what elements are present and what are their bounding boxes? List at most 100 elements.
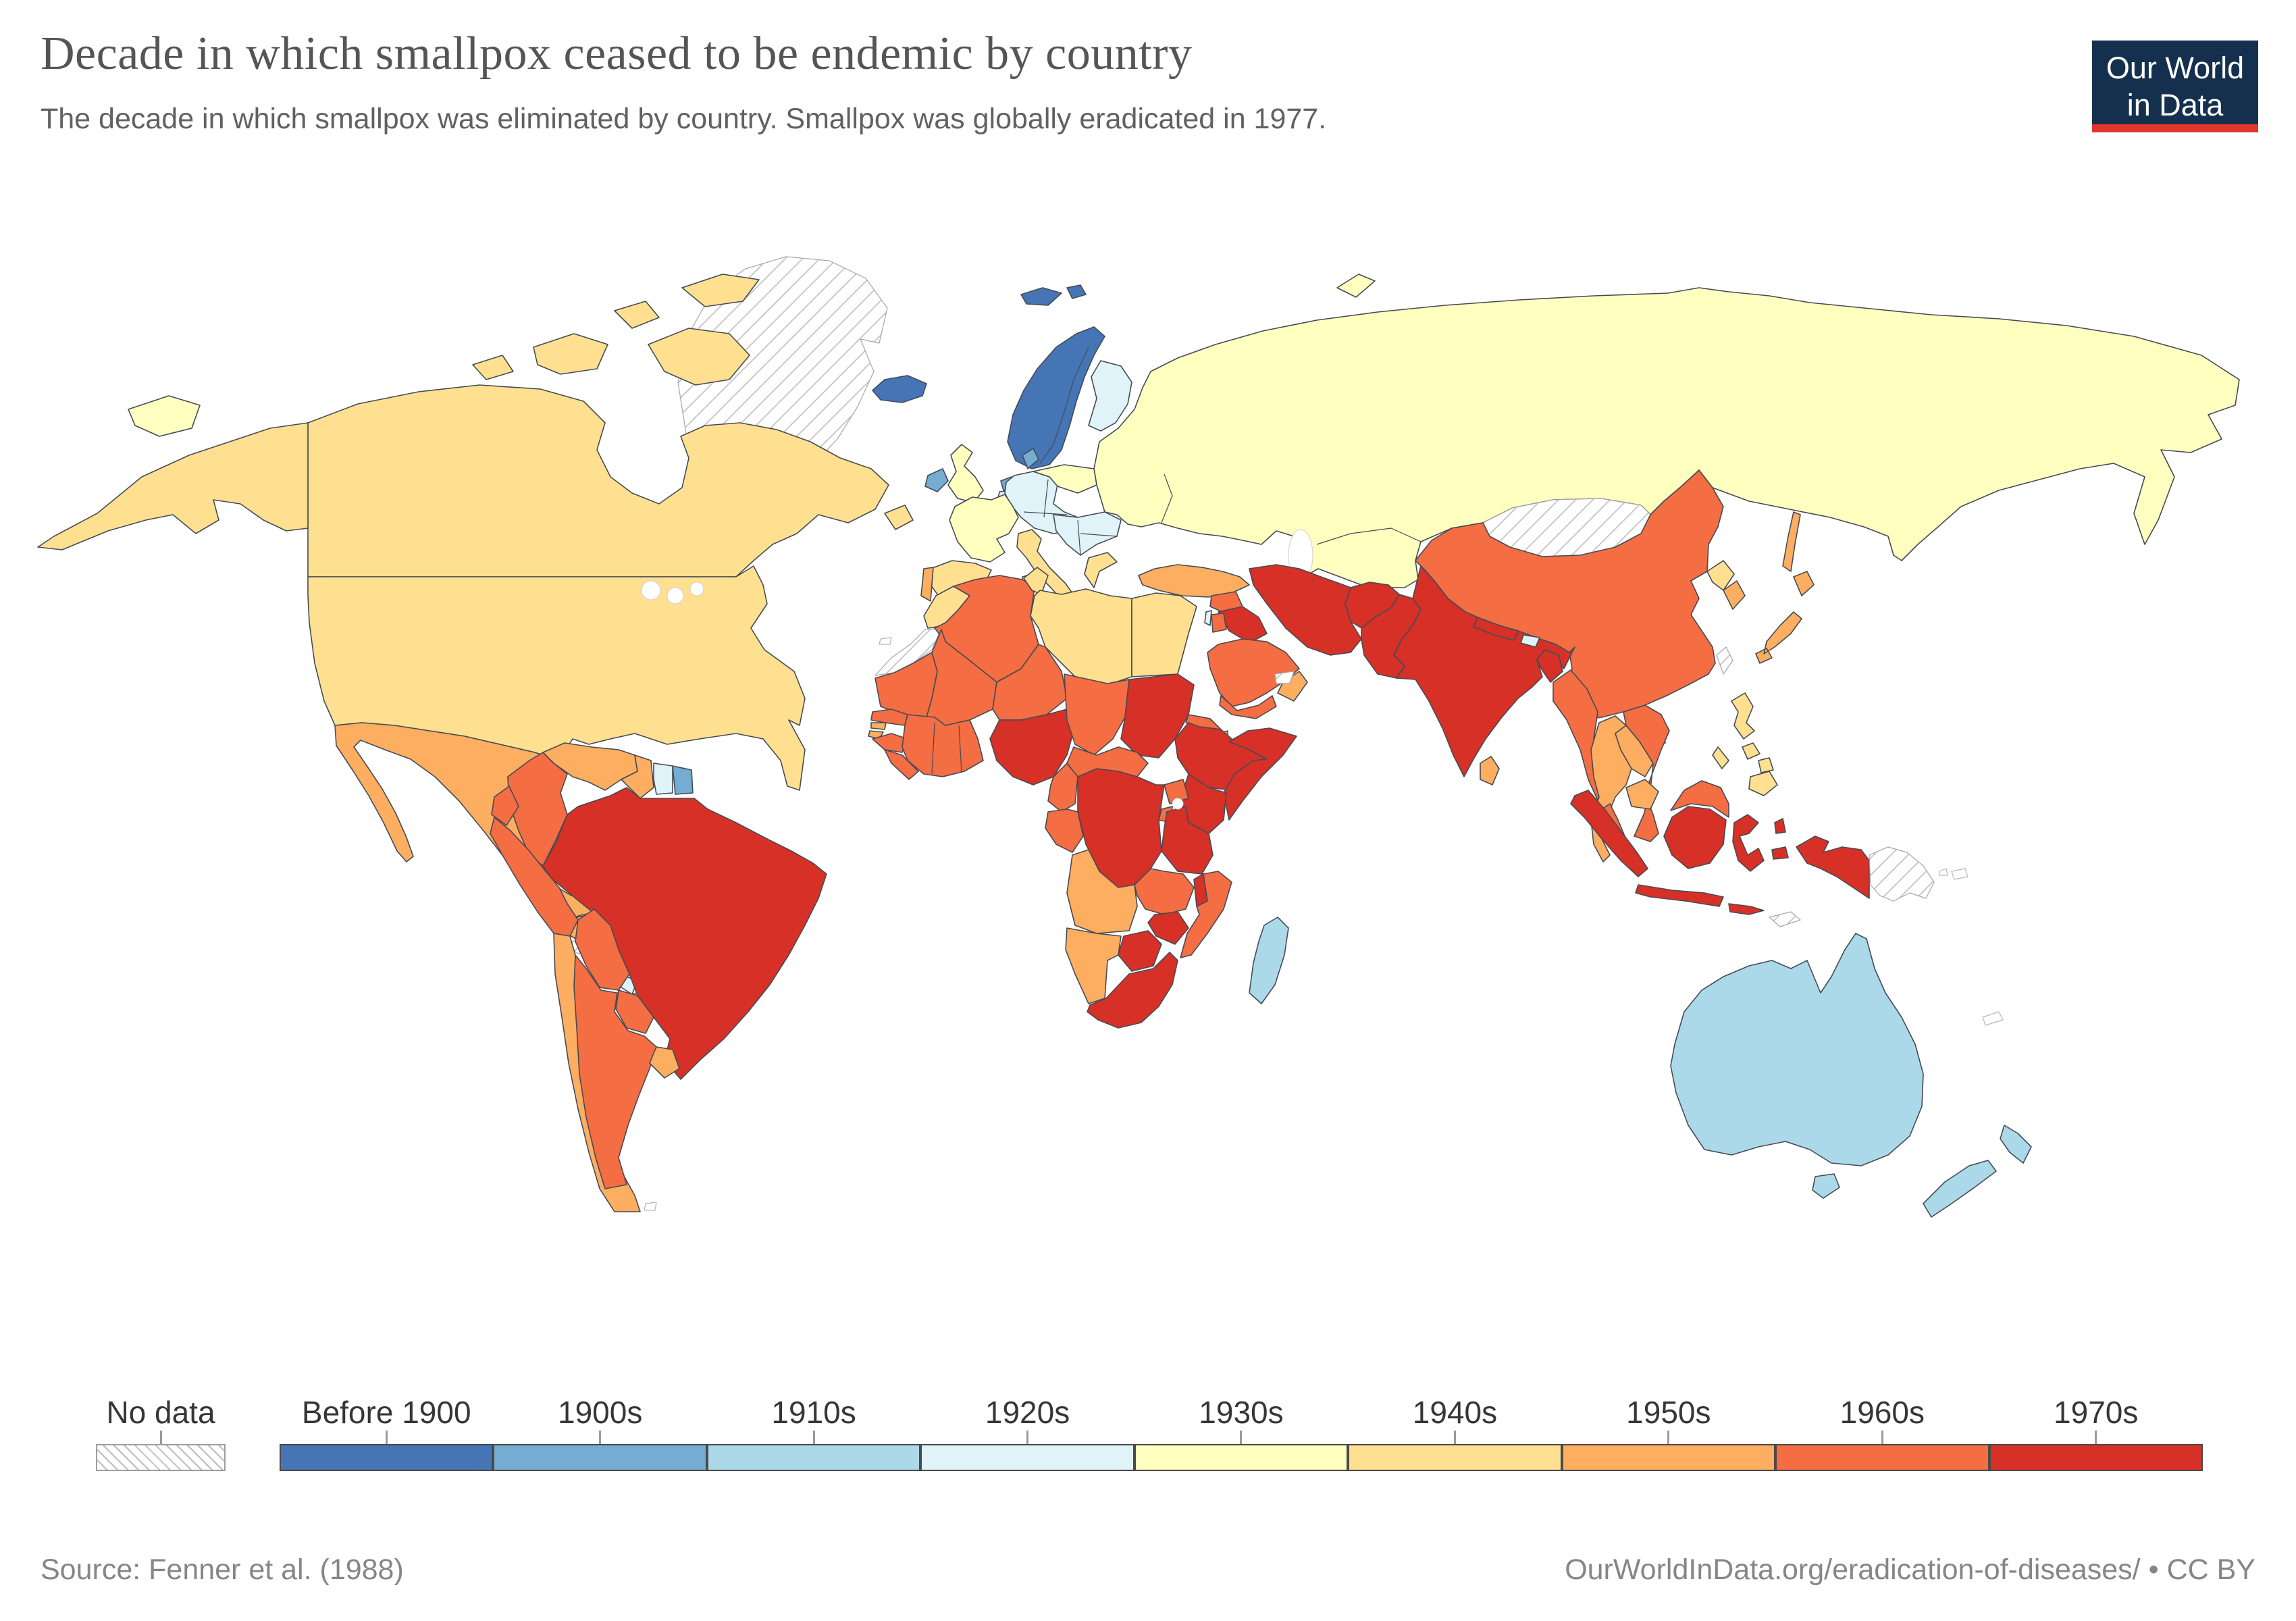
lake-victoria (1172, 798, 1184, 810)
region-svalbard[interactable] (1020, 284, 1087, 306)
region-iceland[interactable] (872, 375, 927, 403)
region-saudi-arabia[interactable] (1207, 638, 1300, 707)
region-finland[interactable] (1088, 360, 1132, 432)
legend-item-1940s[interactable]: 1940s (1348, 1394, 1562, 1471)
legend-item-1900s[interactable]: 1900s (493, 1394, 707, 1471)
legend-tick (2095, 1431, 2097, 1444)
region-iran[interactable] (1249, 564, 1362, 656)
legend-item-swatch (280, 1444, 494, 1471)
region-ireland[interactable] (924, 468, 949, 492)
region-nigeria[interactable] (989, 709, 1074, 786)
region-north-korea[interactable] (1706, 560, 1735, 591)
legend-item-1960s[interactable]: 1960s (1775, 1394, 1989, 1471)
region-tunisia[interactable] (1023, 567, 1049, 595)
region-cameroon[interactable] (1047, 763, 1078, 813)
region-namibia[interactable] (1065, 927, 1122, 1004)
footer-credit-link[interactable]: OurWorldInData.org/eradication-of-diseas… (1565, 1553, 2255, 1586)
region-timor[interactable] (1769, 911, 1801, 927)
legend-item-label: 1950s (1626, 1395, 1711, 1430)
region-oman[interactable] (1277, 671, 1308, 702)
region-paraguay[interactable] (615, 989, 654, 1034)
region-japan[interactable] (1755, 571, 1815, 664)
region-tanzania[interactable] (1161, 806, 1214, 875)
region-vietnam[interactable] (1623, 704, 1670, 842)
island-outline (879, 637, 892, 645)
legend-tick (1881, 1431, 1883, 1444)
region-indonesia[interactable] (1570, 790, 1870, 915)
region-south-africa[interactable] (1087, 952, 1178, 1029)
region-sierra-leone-liberia[interactable] (884, 749, 919, 780)
region-france[interactable] (949, 494, 1019, 563)
region-scandinavia[interactable] (1007, 326, 1105, 469)
legend-item-swatch (1989, 1444, 2203, 1471)
region-uruguay[interactable] (649, 1046, 680, 1079)
region-uganda[interactable] (1164, 779, 1189, 804)
region-alaska[interactable] (37, 422, 309, 550)
region-sri-lanka[interactable] (1480, 756, 1500, 786)
region-suriname[interactable] (653, 763, 673, 795)
region-sudan[interactable] (1120, 673, 1195, 758)
region-angola[interactable] (1066, 849, 1138, 934)
legend-item-label: 1960s (1840, 1395, 1925, 1430)
region-zimbabwe[interactable] (1147, 911, 1189, 945)
region-poland[interactable] (1033, 464, 1097, 494)
region-bolivia[interactable] (575, 908, 630, 991)
legend-tick (1453, 1431, 1456, 1444)
region-somalia[interactable] (1223, 727, 1297, 821)
region-guyana[interactable] (621, 754, 654, 799)
region-jordan[interactable] (1211, 613, 1227, 633)
border-line (1039, 346, 1089, 464)
region-israel[interactable] (1204, 610, 1212, 626)
region-bhutan[interactable] (1520, 634, 1540, 648)
region-peru[interactable] (490, 817, 579, 937)
region-papua-new-guinea[interactable] (1869, 846, 1935, 902)
legend-item-label: 1920s (985, 1395, 1070, 1430)
legend-item-1910s[interactable]: 1910s (706, 1394, 921, 1471)
legend-item-1930s[interactable]: 1930s (1134, 1394, 1349, 1471)
region-new-zealand[interactable] (1923, 1125, 2032, 1218)
region-argentina[interactable] (573, 954, 657, 1189)
legend-item-1970s[interactable]: 1970s (1989, 1394, 2203, 1471)
region-uk[interactable] (947, 444, 984, 503)
region-south-korea[interactable] (1723, 580, 1746, 610)
region-egypt[interactable] (1131, 592, 1197, 677)
region-philippines[interactable] (1712, 692, 1778, 796)
region-chad[interactable] (1064, 673, 1130, 756)
owid-logo[interactable]: Our World in Data (2092, 41, 2258, 132)
region-madagascar[interactable] (1249, 917, 1289, 1004)
region-cambodia[interactable] (1625, 779, 1659, 810)
region-west-africa[interactable] (902, 714, 984, 777)
legend-item-1920s[interactable]: 1920s (920, 1394, 1134, 1471)
region-gambia[interactable] (870, 722, 887, 730)
region-gabon-congo[interactable] (1045, 808, 1084, 853)
region-mozambique[interactable] (1180, 871, 1232, 958)
region-australia[interactable] (1670, 933, 1924, 1199)
page-subtitle: The decade in which smallpox was elimina… (41, 103, 1327, 135)
region-ecuador[interactable] (491, 786, 519, 826)
legend-no-data[interactable]: No data (96, 1394, 226, 1471)
legend-item-label: 1930s (1199, 1395, 1284, 1430)
region-sakhalin[interactable] (1782, 511, 1801, 572)
legend-tick (159, 1431, 162, 1444)
region-turkey[interactable] (1138, 564, 1250, 598)
region-portugal[interactable] (920, 567, 934, 602)
region-uae[interactable] (1274, 671, 1295, 684)
region-canada[interactable] (307, 274, 914, 577)
region-botswana[interactable] (1118, 930, 1162, 972)
legend-item-1950s[interactable]: 1950s (1561, 1394, 1776, 1471)
owid-logo-line1: Our World (2106, 51, 2245, 85)
region-iraq[interactable] (1218, 606, 1268, 644)
region-nepal[interactable] (1473, 617, 1519, 641)
legend-item-before_1900[interactable]: Before 1900 (280, 1394, 494, 1471)
lake (641, 580, 661, 600)
page-title: Decade in which smallpox ceased to be en… (41, 28, 1193, 80)
region-taiwan[interactable] (1716, 646, 1733, 675)
region-denmark[interactable] (1022, 448, 1039, 469)
owid-logo-accent-bar (2092, 124, 2258, 132)
region-french-guiana[interactable] (672, 765, 694, 795)
region-zambia[interactable] (1134, 868, 1195, 915)
region-yemen[interactable] (1219, 695, 1277, 719)
region-bangladesh[interactable] (1536, 649, 1563, 683)
region-balkans[interactable] (1053, 511, 1122, 556)
